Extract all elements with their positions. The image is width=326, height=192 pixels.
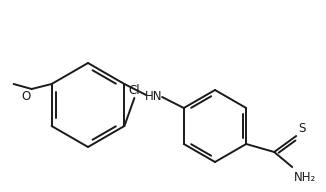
- Text: Cl: Cl: [128, 84, 140, 97]
- Text: S: S: [298, 122, 305, 135]
- Text: NH₂: NH₂: [294, 171, 317, 184]
- Text: HN: HN: [145, 89, 163, 103]
- Text: O: O: [22, 90, 31, 103]
